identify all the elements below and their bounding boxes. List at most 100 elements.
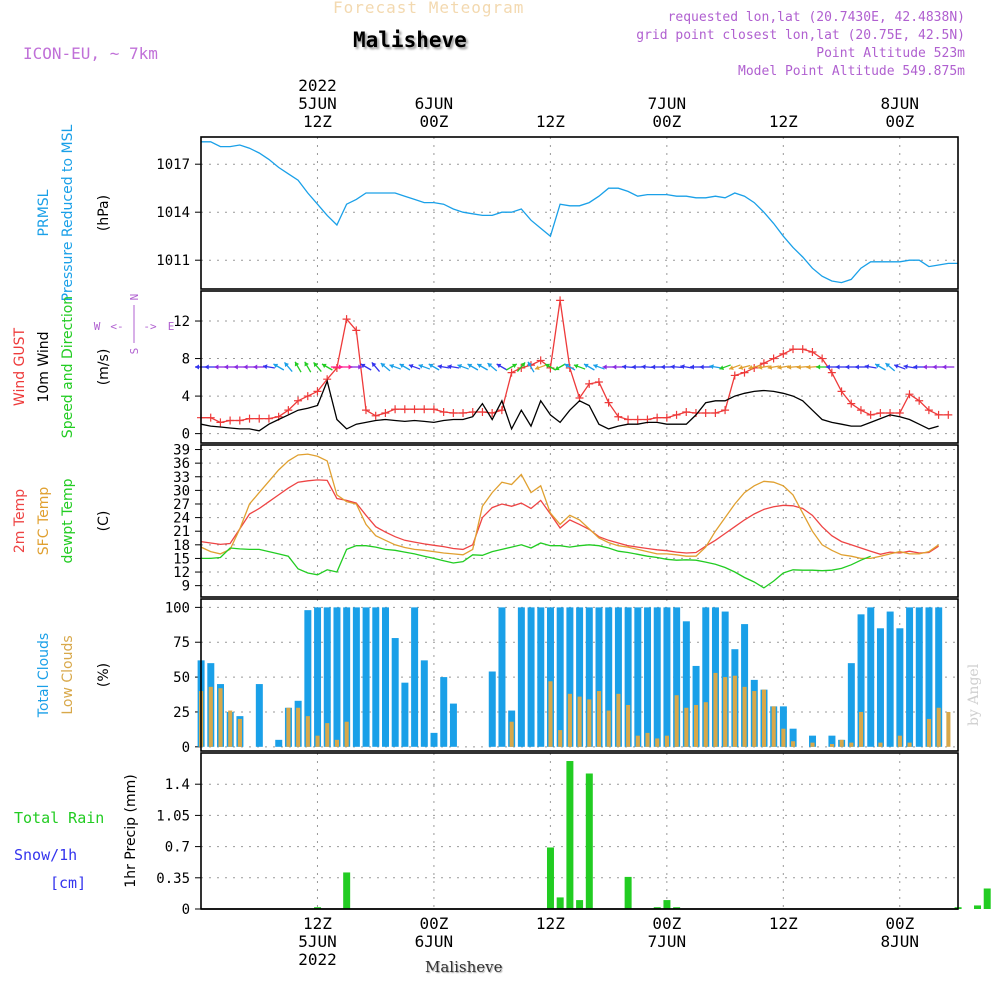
time-label-bottom: 12Z <box>536 914 565 933</box>
gust-marker <box>313 387 322 396</box>
time-label-bottom: 6JUN <box>415 932 454 951</box>
gust-marker <box>682 408 691 417</box>
time-label-bottom: 12Z <box>769 914 798 933</box>
wind-arrow <box>893 363 906 370</box>
bar-total-rain <box>983 888 991 909</box>
bar-total-clouds <box>556 607 564 747</box>
bar-low-clouds <box>325 723 330 747</box>
bar-low-clouds <box>713 672 718 747</box>
wind-arrow <box>253 364 266 370</box>
bar-total-rain <box>556 897 564 909</box>
wind-arrow <box>874 363 886 371</box>
bar-total-clouds <box>420 660 428 747</box>
time-label-bottom: 2022 <box>298 950 337 969</box>
gust-marker <box>759 359 768 368</box>
bar-low-clouds <box>208 686 213 747</box>
gust-marker <box>915 396 924 405</box>
time-label-top: 6JUN <box>415 94 454 113</box>
compass-w: W <box>94 320 101 333</box>
y-axis-label: Low Clouds <box>60 635 76 714</box>
wind-arrow <box>854 364 867 370</box>
bar-low-clouds <box>286 707 291 747</box>
bar-low-clouds <box>723 677 728 747</box>
y-axis-label: Total Clouds <box>36 633 52 718</box>
wind-arrow <box>534 364 547 371</box>
series-2m-temp <box>200 479 939 555</box>
wind-arrow <box>670 364 683 370</box>
gust-marker <box>352 326 361 335</box>
time-label-bottom: 8JUN <box>881 932 920 951</box>
wind-arrow <box>903 364 916 370</box>
wind-arrow <box>680 364 693 370</box>
wind-arrow <box>273 363 285 371</box>
bar-total-clouds <box>401 682 409 747</box>
bar-low-clouds <box>829 744 834 747</box>
panel-precipitation: 0 0.35 0.7 1.05 1.4 1hr Precip (mm) Total Rain… <box>14 752 991 918</box>
gust-marker <box>827 368 836 377</box>
wind-arrow <box>748 364 761 370</box>
time-label-top: 12Z <box>769 112 798 131</box>
bar-low-clouds <box>315 735 320 747</box>
bar-total-clouds <box>449 703 457 747</box>
gust-marker <box>662 413 671 422</box>
y-axis-label: (m/s) <box>96 349 112 386</box>
gust-marker <box>556 296 565 305</box>
bar-total-clouds <box>935 607 943 747</box>
gust-marker <box>711 408 720 417</box>
bar-total-clouds <box>876 628 884 747</box>
bar-total-rain <box>673 907 681 909</box>
series-gust <box>201 300 949 424</box>
bar-total-clouds <box>624 607 632 747</box>
bar-total-clouds <box>323 607 331 747</box>
wind-arrow <box>321 363 333 371</box>
bar-low-clouds <box>926 718 932 747</box>
bar-low-clouds <box>548 681 553 747</box>
series-pressure <box>201 141 958 284</box>
wind-arrow <box>418 363 431 370</box>
bar-total-clouds <box>440 677 448 747</box>
wind-arrow <box>447 364 460 370</box>
bar-low-clouds <box>674 695 679 747</box>
precip-legend: Total Rain Snow/1h [cm] <box>14 809 104 892</box>
bar-total-clouds <box>255 684 263 747</box>
wind-arrow <box>527 361 535 373</box>
legend-snow-unit: [cm] <box>50 874 86 892</box>
ytick-label: 12 <box>173 314 190 330</box>
bar-total-rain <box>343 872 351 909</box>
gust-marker <box>876 408 885 417</box>
compass-e: E <box>168 320 175 333</box>
point-altitude: Point Altitude 523m <box>816 46 965 61</box>
bar-low-clouds <box>849 742 854 747</box>
wind-arrow <box>767 364 780 370</box>
time-label-bottom: 00Z <box>652 914 681 933</box>
gust-marker <box>798 345 807 354</box>
bar-total-clouds <box>663 607 671 747</box>
ytick-label: 0 <box>182 740 190 756</box>
legend-snow: Snow/1h <box>14 846 77 864</box>
panel-clouds: 0 25 50 75 100 Total Clouds Low Clouds (%) <box>36 598 959 756</box>
bar-low-clouds <box>509 721 514 747</box>
wind-arrow <box>408 363 421 370</box>
gust-marker <box>886 408 895 417</box>
bar-low-clouds <box>626 704 631 747</box>
bar-total-clouds <box>857 614 865 747</box>
wind-arrow <box>709 364 722 370</box>
panel-frame <box>200 752 959 910</box>
wind-arrow <box>487 362 498 372</box>
ytick-label: 18 <box>173 538 190 554</box>
gust-marker <box>779 349 788 358</box>
ytick-label: 36 <box>173 456 190 472</box>
bar-total-rain <box>566 761 574 909</box>
wind-arrow <box>476 363 488 371</box>
footer-location: Malisheve <box>425 958 503 976</box>
gust-marker <box>905 390 914 399</box>
gust-marker <box>614 412 623 421</box>
y-axis-label: SFC Temp <box>36 487 52 556</box>
panel-wind: 0 4 8 12 Wind GUST 10m Wind Speed and Directio… <box>12 290 959 444</box>
wind-arrow <box>885 362 896 372</box>
bar-low-clouds <box>761 689 767 747</box>
bar-total-clouds <box>517 607 525 747</box>
gust-marker <box>944 410 953 419</box>
svg-text:<-: <- <box>110 320 123 333</box>
